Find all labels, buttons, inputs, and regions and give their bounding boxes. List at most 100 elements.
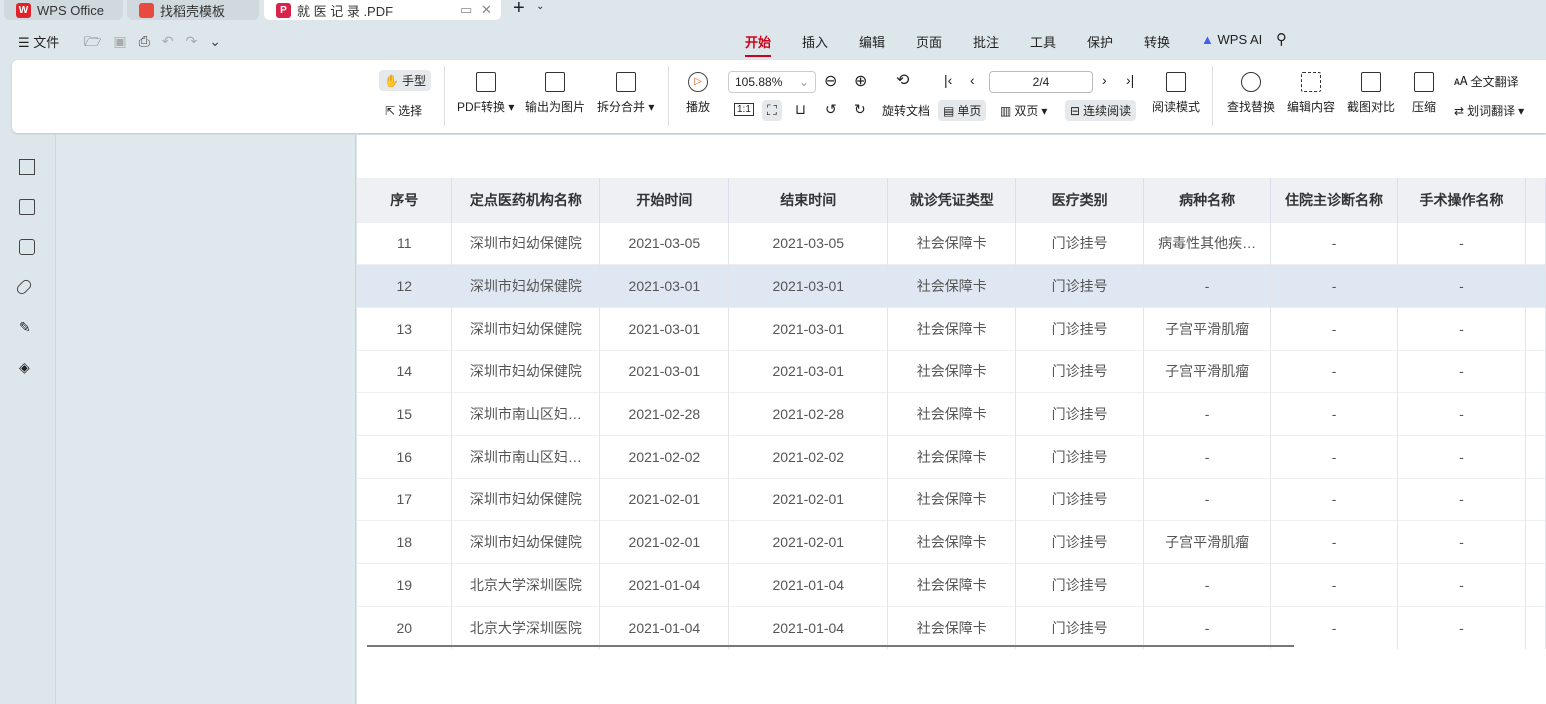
- table-cell: 2021-03-05: [728, 221, 889, 265]
- table-cell: 社会保障卡: [887, 221, 1017, 265]
- pdf-convert-button[interactable]: PDF转换 ▾: [457, 72, 514, 115]
- menu-convert[interactable]: 转换: [1144, 35, 1171, 50]
- chevron-down-icon[interactable]: ⌄: [209, 33, 234, 49]
- menu-edit[interactable]: 编辑: [859, 35, 886, 50]
- column-header: 定点医药机构名称: [451, 178, 601, 222]
- table-cell: -: [1270, 520, 1399, 564]
- word-translate-button[interactable]: ⇄ 划词翻译 ▾: [1454, 103, 1525, 119]
- table-cell: 2021-02-01: [599, 477, 730, 521]
- redo-icon[interactable]: ↷: [185, 33, 210, 49]
- zoom-in-icon[interactable]: ⊕: [854, 73, 868, 90]
- menu-insert[interactable]: 插入: [802, 35, 829, 50]
- label: 查找替换: [1227, 100, 1276, 114]
- word-translate-icon: ⇄: [1454, 103, 1465, 118]
- single-page-button[interactable]: ▤ 单页: [938, 100, 987, 121]
- table-cell: 深圳市南山区妇…: [451, 392, 601, 436]
- rotate-left-icon[interactable]: ↺: [825, 101, 837, 117]
- label: 旋转文档: [882, 104, 931, 118]
- window-icon[interactable]: ▭: [460, 2, 473, 17]
- table-cell: -: [1397, 264, 1526, 308]
- rotate-document-button[interactable]: 旋转文档: [882, 102, 930, 119]
- screenshot-compare-button[interactable]: 截图对比: [1347, 72, 1395, 115]
- comment-icon[interactable]: [19, 239, 35, 255]
- menu-protect[interactable]: 保护: [1087, 35, 1114, 50]
- page-number-input[interactable]: 2/4: [989, 71, 1093, 93]
- first-page-icon[interactable]: |‹: [944, 72, 953, 88]
- label: 截图对比: [1347, 100, 1396, 114]
- table-row: 14 深圳市妇幼保健院 2021-03-01 2021-03-01 社会保障卡 门诊挂号子…: [357, 349, 1546, 393]
- table-row: 20 北京大学深圳医院 2021-01-04 2021-01-04 社会保障卡 门诊挂号 -…: [357, 605, 1546, 649]
- table-cell: 11: [357, 221, 453, 265]
- rotate-icon[interactable]: ⟲: [896, 72, 910, 89]
- table-cell: -: [1397, 392, 1526, 436]
- menu-annotate[interactable]: 批注: [973, 35, 1000, 50]
- docer-icon: [139, 2, 154, 18]
- label: 单页: [957, 104, 982, 118]
- zoom-out-icon[interactable]: ⊖: [824, 73, 838, 90]
- split-merge-button[interactable]: 拆分合并 ▾: [597, 72, 654, 115]
- table-cell: 门诊挂号: [1015, 434, 1145, 479]
- zoom-value: 105.88%: [735, 75, 783, 89]
- search-icon[interactable]: ⚲: [1276, 31, 1287, 48]
- save-icon[interactable]: ▣: [113, 33, 139, 49]
- thumbnail-icon[interactable]: [19, 199, 35, 215]
- bookmark-icon[interactable]: [19, 159, 35, 175]
- actual-size-icon[interactable]: 1:1: [734, 103, 754, 116]
- compress-button[interactable]: 压缩: [1412, 72, 1436, 115]
- ribbon: ✋ 手型 ⇱ 选择 PDF转换 ▾ 输出为图片 拆分合并 ▾ ▷ 播放 105.88%…: [12, 60, 1546, 133]
- table-row: 16 深圳市南山区妇… 2021-02-02 2021-02-02 社会保障卡 门诊挂号 -…: [357, 434, 1546, 479]
- open-icon[interactable]: 🗁: [84, 33, 114, 49]
- tab-wps-office[interactable]: W WPS Office: [4, 0, 123, 20]
- tab-label: WPS Office: [37, 2, 104, 18]
- last-page-icon[interactable]: ›|: [1126, 72, 1135, 88]
- table-cell: 社会保障卡: [887, 563, 1017, 607]
- tab-pdf-document[interactable]: P 就 医 记 录 .PDF ▭ ✕: [264, 0, 501, 20]
- label: 压缩: [1412, 100, 1437, 114]
- menu-page[interactable]: 页面: [916, 35, 943, 50]
- menu-tools[interactable]: 工具: [1030, 35, 1057, 50]
- rotate-right-icon[interactable]: ↻: [854, 101, 866, 117]
- new-tab-plus-icon[interactable]: +: [513, 0, 525, 19]
- continuous-icon: ⊟: [1070, 103, 1081, 118]
- column-header: 住院主诊断名称: [1270, 178, 1399, 222]
- close-icon[interactable]: ✕: [481, 2, 492, 17]
- play-button[interactable]: ▷ 播放: [686, 72, 710, 115]
- edit-icon: [1301, 72, 1321, 92]
- fit-width-icon[interactable]: ⊔: [795, 101, 806, 117]
- table-cell: 社会保障卡: [887, 392, 1017, 436]
- chevron-down-icon[interactable]: ⌄: [536, 1, 545, 12]
- attachment-icon[interactable]: [14, 277, 34, 297]
- menu-wps-ai[interactable]: ▲ WPS AI: [1201, 32, 1262, 47]
- tab-templates[interactable]: 找稻壳模板: [127, 0, 259, 20]
- full-translate-button[interactable]: 🗚 全文翻译: [1454, 73, 1519, 90]
- table-cell: 19: [357, 563, 453, 607]
- table-cell: 2021-03-01: [599, 306, 730, 351]
- undo-icon[interactable]: ↶: [161, 33, 186, 49]
- read-mode-button[interactable]: 阅读模式: [1152, 72, 1200, 115]
- find-replace-button[interactable]: 查找替换: [1227, 72, 1275, 115]
- select-tool-button[interactable]: ⇱ 选择: [385, 102, 422, 119]
- print-icon[interactable]: ⎙: [138, 33, 162, 49]
- hand-tool-button[interactable]: ✋ 手型: [379, 70, 431, 91]
- table-cell-empty: [1525, 520, 1546, 564]
- cursor-icon: ⇱: [385, 103, 396, 118]
- prev-page-icon[interactable]: ‹: [970, 72, 975, 88]
- signature-icon[interactable]: ✎: [19, 319, 31, 335]
- file-menu[interactable]: ☰ 文件: [18, 32, 59, 51]
- fit-page-icon[interactable]: ⛶: [762, 100, 782, 121]
- double-page-button[interactable]: ▥ 双页 ▾: [1000, 103, 1048, 119]
- layers-icon[interactable]: ◈: [19, 359, 30, 375]
- table-cell: 2021-01-04: [599, 605, 730, 649]
- menu-start[interactable]: 开始: [745, 32, 772, 57]
- book-icon: [1166, 72, 1186, 92]
- edit-content-button[interactable]: 编辑内容: [1287, 72, 1335, 115]
- tab-label: 就 医 记 录 .PDF: [297, 3, 394, 19]
- table-cell: -: [1143, 434, 1272, 479]
- continuous-read-button[interactable]: ⊟ 连续阅读: [1065, 100, 1137, 121]
- table-cell: 门诊挂号: [1015, 392, 1145, 436]
- next-page-icon[interactable]: ›: [1102, 72, 1107, 88]
- table-cell: 门诊挂号: [1015, 605, 1145, 649]
- export-image-button[interactable]: 输出为图片: [525, 72, 585, 115]
- zoom-select[interactable]: 105.88% ⌄: [728, 71, 816, 93]
- table-cell: 北京大学深圳医院: [451, 563, 601, 607]
